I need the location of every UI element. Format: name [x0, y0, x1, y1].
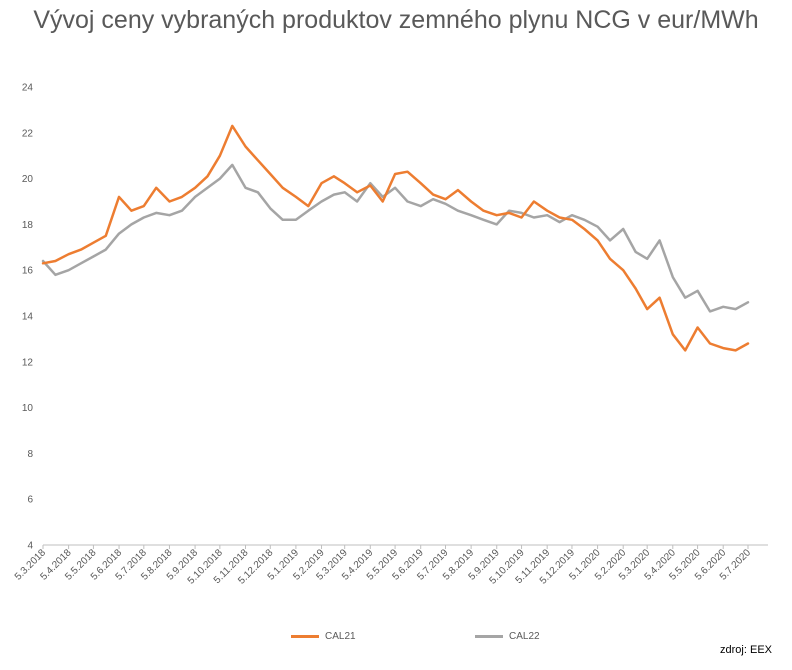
- y-tick-label: 22: [22, 128, 34, 139]
- legend-swatch-cal21: [291, 635, 319, 638]
- series-line-cal21: [41, 124, 750, 352]
- legend-swatch-cal22: [475, 635, 503, 638]
- y-tick-label: 10: [22, 403, 34, 414]
- y-tick-label: 16: [22, 266, 34, 277]
- y-tick-label: 8: [27, 449, 33, 460]
- series-lines: [41, 124, 750, 352]
- y-axis-ticks: 4 6 8 10 12 14 16 18 20 22 24: [22, 83, 34, 552]
- legend-item-cal21: CAL21: [291, 631, 356, 642]
- y-tick-label: 24: [22, 83, 34, 94]
- y-tick-label: 14: [22, 312, 34, 323]
- legend-label-cal22: CAL22: [509, 631, 540, 642]
- legend: CAL21 CAL22: [0, 631, 792, 647]
- chart-title: Vývoj ceny vybraných produktov zemného p…: [33, 6, 759, 34]
- series-line-cal22: [41, 163, 750, 313]
- y-tick-label: 12: [22, 357, 34, 368]
- y-tick-label: 4: [27, 541, 33, 552]
- y-tick-label: 18: [22, 220, 34, 231]
- source-note: zdroj: EEX: [720, 644, 772, 656]
- x-axis-ticks: 5.3.20185.4.20185.5.20185.6.20185.7.2018…: [13, 545, 753, 587]
- legend-label-cal21: CAL21: [325, 631, 356, 642]
- y-tick-label: 6: [27, 495, 33, 506]
- y-tick-label: 20: [22, 174, 34, 185]
- legend-item-cal22: CAL22: [475, 631, 540, 642]
